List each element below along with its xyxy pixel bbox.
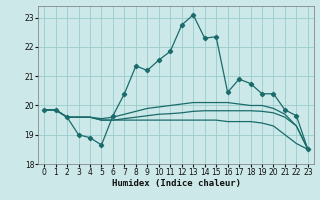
X-axis label: Humidex (Indice chaleur): Humidex (Indice chaleur) bbox=[111, 179, 241, 188]
